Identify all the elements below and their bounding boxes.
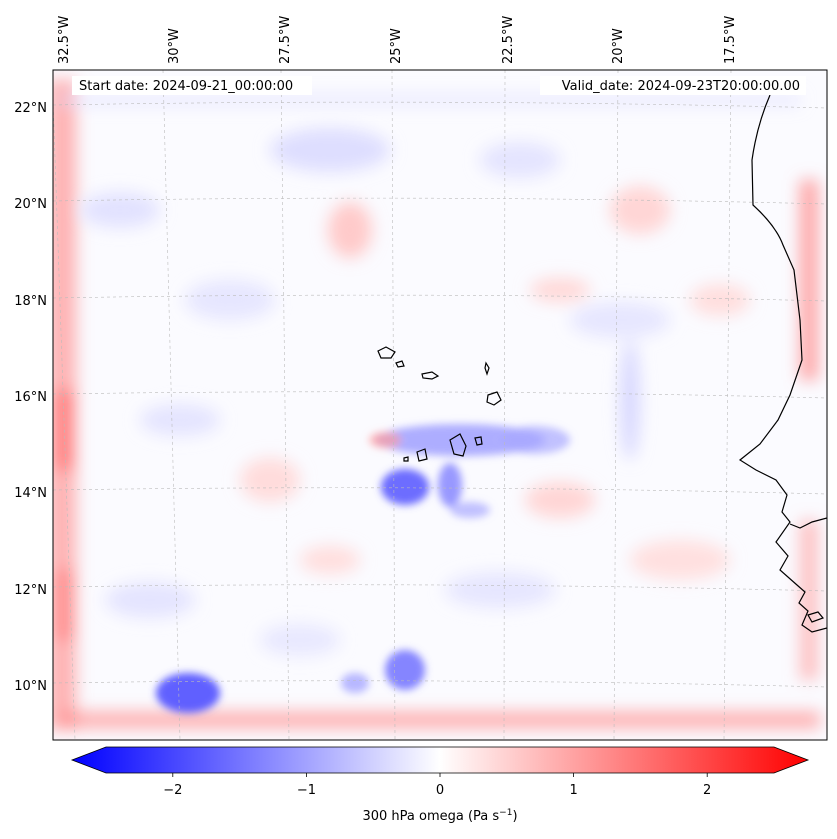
island-santo-antao (377, 346, 396, 359)
island-maio (474, 436, 483, 446)
boundary-artifacts (53, 80, 820, 730)
island-sal (484, 361, 490, 376)
lon-label: 32.5°W (57, 16, 72, 64)
lon-label: 25°W (389, 28, 404, 64)
colorbar-tick-label: 2 (703, 783, 711, 798)
colorbar-label: 300 hPa omega (Pa s−1) (362, 808, 517, 824)
lat-label: 10°N (14, 679, 47, 694)
colorbar: −2 −1 0 1 2 300 hPa omega (Pa s−1) (70, 746, 810, 824)
island-fogo (416, 448, 428, 462)
lat-label: 20°N (14, 197, 47, 212)
island-brava (403, 456, 409, 462)
valid-date-label: Valid_date: 2024-09-23T20:00:00.00 (562, 79, 800, 94)
island-sao-vicente (395, 360, 405, 368)
lon-label: 30°W (167, 28, 182, 64)
map-border (52, 69, 828, 741)
lat-label: 18°N (14, 294, 47, 309)
colorbar-ticks: −2 −1 0 1 2 (163, 773, 711, 798)
lon-label: 27.5°W (278, 16, 293, 64)
graticule (53, 70, 827, 740)
lon-label: 20°W (611, 28, 626, 64)
weak-field (80, 128, 750, 656)
start-date-label: Start date: 2024-09-21_00:00:00 (79, 79, 293, 94)
convective-cores (156, 424, 570, 713)
island-santiago (449, 433, 467, 457)
colorbar-bar (70, 746, 810, 774)
lat-label: 22°N (14, 101, 47, 116)
lat-label: 14°N (14, 486, 47, 501)
lat-label: 12°N (14, 583, 47, 598)
island-bissagos (807, 611, 825, 623)
colorbar-tick-label: 1 (569, 783, 577, 798)
start-label-box (72, 76, 312, 95)
coastline (738, 94, 827, 633)
lat-label: 16°N (14, 390, 47, 405)
colorbar-tick-label: 0 (436, 783, 444, 798)
longitude-labels: 32.5°W 30°W 27.5°W 25°W 22.5°W 20°W 17.5… (57, 16, 738, 64)
latitude-labels: 22°N 20°N 18°N 16°N 14°N 12°N 10°N (14, 101, 47, 694)
omega-field (53, 70, 827, 740)
island-sao-nicolau (421, 371, 440, 380)
valid-label-box (540, 76, 806, 95)
colorbar-tick-label: −1 (297, 783, 316, 798)
island-boa-vista (486, 391, 502, 406)
lon-label: 22.5°W (501, 16, 516, 64)
map-panel: Start date: 2024-09-21_00:00:00 Valid_da… (52, 69, 828, 741)
colorbar-tick-label: −2 (163, 783, 182, 798)
lon-label: 17.5°W (723, 16, 738, 64)
cape-verde-islands (377, 346, 825, 623)
